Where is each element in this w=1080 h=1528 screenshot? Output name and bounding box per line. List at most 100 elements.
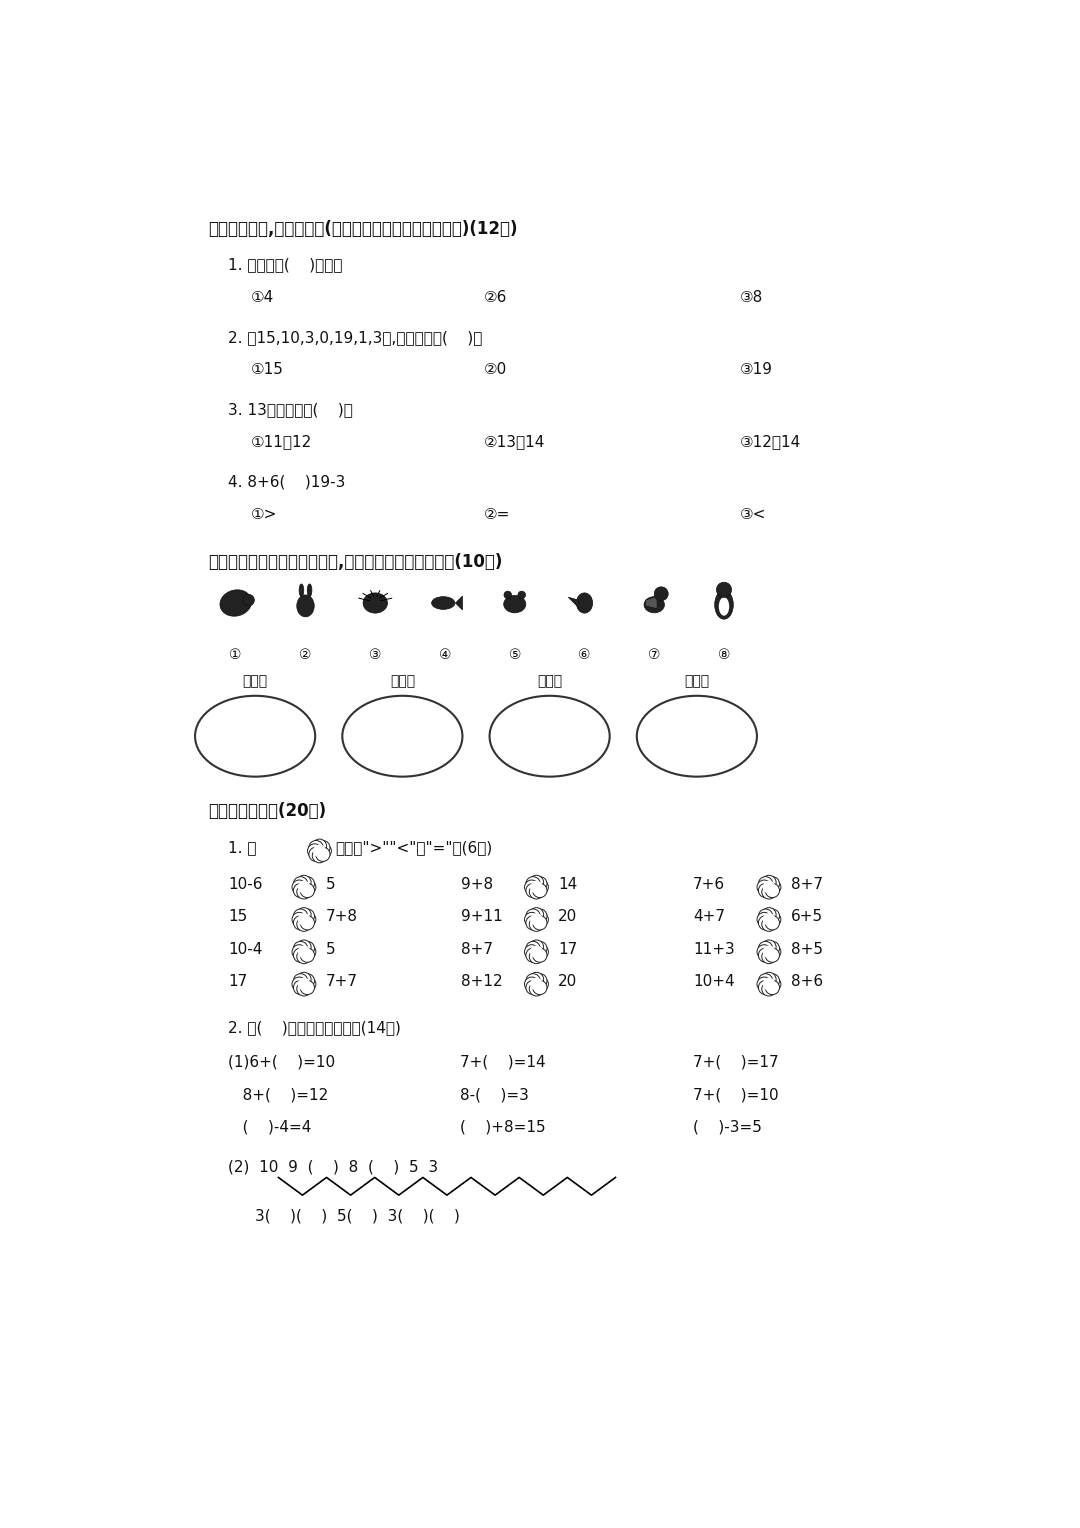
Circle shape [294,973,308,989]
Circle shape [758,973,772,989]
Circle shape [757,880,771,894]
Text: 2. 在15,10,3,0,19,1,3中,最大的数是(    )。: 2. 在15,10,3,0,19,1,3中,最大的数是( )。 [228,330,483,345]
Text: 8+7: 8+7 [791,877,823,892]
Text: 5: 5 [326,941,335,957]
Text: 8+5: 8+5 [791,941,823,957]
Circle shape [765,981,780,995]
Circle shape [525,880,539,894]
Circle shape [761,983,777,996]
Circle shape [297,880,310,894]
Circle shape [301,944,315,960]
Text: 2. 在(    )内填上适当的数。(14分): 2. 在( )内填上适当的数。(14分) [228,1021,401,1036]
Text: 三、精挑细选,对号入座。(把正确答案的序号填在括号里)(12分): 三、精挑细选,对号入座。(把正确答案的序号填在括号里)(12分) [208,220,518,238]
Circle shape [300,909,314,923]
Text: ②13和14: ②13和14 [484,434,545,449]
Text: 6+5: 6+5 [791,909,823,924]
Text: 8+6: 8+6 [791,975,823,989]
Circle shape [532,947,546,963]
Ellipse shape [504,591,512,599]
Text: 11+3: 11+3 [693,941,734,957]
Text: 会游的: 会游的 [537,675,563,689]
Text: 9+8: 9+8 [460,877,492,892]
Circle shape [767,976,781,992]
Circle shape [757,912,771,926]
Ellipse shape [342,695,462,776]
Text: ③12和14: ③12和14 [740,434,800,449]
Text: (    )-3=5: ( )-3=5 [693,1120,761,1135]
Ellipse shape [518,591,526,599]
Text: ②=: ②= [484,507,510,521]
Text: 1. 在: 1. 在 [228,840,257,856]
Text: 会飞的: 会飞的 [390,675,415,689]
Circle shape [292,912,307,926]
Circle shape [313,845,326,857]
Ellipse shape [715,590,733,619]
Circle shape [762,946,775,958]
Circle shape [758,915,772,931]
Text: 7+(    )=14: 7+( )=14 [460,1054,546,1070]
Ellipse shape [644,596,664,613]
Circle shape [761,940,777,953]
Text: 会爬的: 会爬的 [685,675,710,689]
Circle shape [300,877,314,891]
Polygon shape [568,597,579,608]
Circle shape [758,883,772,897]
Circle shape [297,972,311,987]
Circle shape [762,880,775,894]
Circle shape [309,840,323,854]
Ellipse shape [489,695,610,776]
Circle shape [529,949,543,964]
Text: ①>: ①> [252,507,278,521]
Text: (2)  10  9  (    )  8  (    )  5  3: (2) 10 9 ( ) 8 ( ) 5 3 [228,1160,438,1175]
Circle shape [297,885,311,898]
Ellipse shape [432,596,455,610]
Circle shape [526,947,540,963]
Text: ②0: ②0 [484,362,507,377]
Circle shape [294,947,308,963]
Circle shape [300,981,314,995]
Circle shape [294,909,308,923]
Text: ④: ④ [438,648,451,662]
Circle shape [765,941,780,955]
Circle shape [300,883,314,897]
Ellipse shape [719,597,729,616]
Circle shape [294,981,308,995]
Circle shape [297,914,310,926]
Ellipse shape [297,594,314,617]
Text: 9+11: 9+11 [460,909,502,924]
Circle shape [297,983,311,996]
Circle shape [525,944,539,960]
Ellipse shape [637,695,757,776]
Text: 17: 17 [228,975,247,989]
Circle shape [532,941,546,955]
Circle shape [530,880,543,894]
Text: ⑤: ⑤ [509,648,521,662]
Text: 15: 15 [228,909,247,924]
Circle shape [292,976,307,992]
Ellipse shape [503,596,526,613]
Circle shape [758,909,772,923]
Circle shape [761,908,777,921]
Circle shape [765,909,780,923]
Circle shape [294,883,308,897]
Circle shape [762,914,775,926]
Text: ②: ② [299,648,312,662]
Text: 1. 长方体有(    )个面。: 1. 长方体有( )个面。 [228,257,342,272]
Text: 7+(    )=10: 7+( )=10 [693,1088,779,1102]
Text: 里填上">""<"或"="。(6分): 里填上">""<"或"="。(6分) [335,840,492,856]
Polygon shape [646,596,657,608]
Circle shape [761,949,777,964]
Circle shape [294,941,308,955]
Circle shape [529,940,543,953]
Circle shape [761,885,777,898]
Text: 8+12: 8+12 [460,975,502,989]
Text: 五、我能填对。(20分): 五、我能填对。(20分) [208,802,327,819]
Text: (    )-4=4: ( )-4=4 [228,1120,311,1135]
Circle shape [309,847,323,862]
Circle shape [530,914,543,926]
Circle shape [757,976,771,992]
Text: 5: 5 [326,877,335,892]
Circle shape [765,947,780,963]
Circle shape [300,915,314,931]
Circle shape [530,946,543,958]
